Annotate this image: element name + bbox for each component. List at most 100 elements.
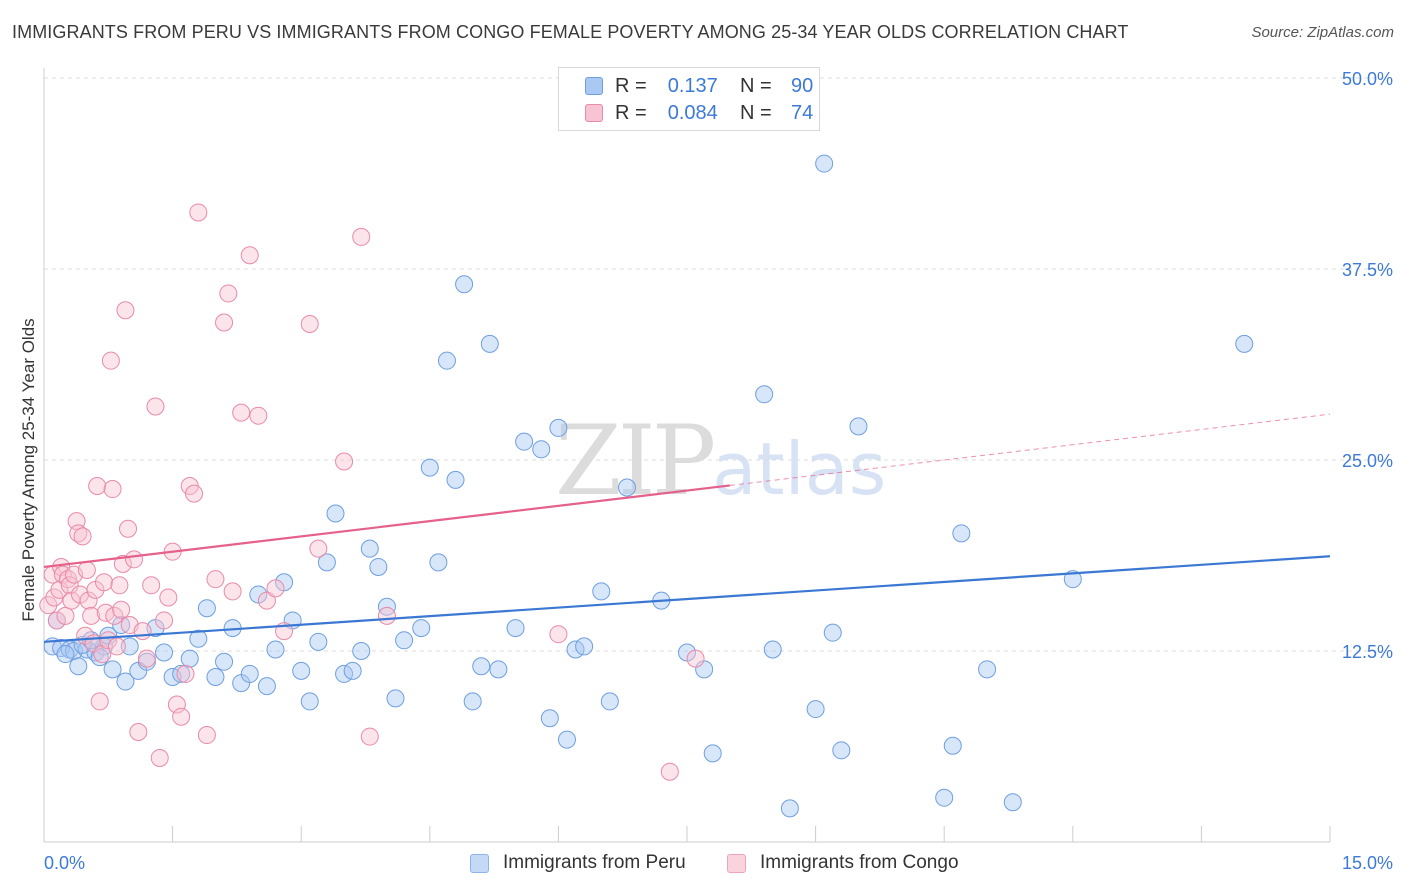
congo-point-7 [56,606,75,625]
congo-point-38 [125,550,144,569]
y-tick-label-0: 12.5% [1342,642,1393,662]
peru-point-25 [240,664,259,683]
congo-point-22 [88,476,107,495]
peru-point-71 [780,799,799,818]
peru-point-56 [532,440,551,459]
peru-point-62 [592,582,611,601]
peru-point-15 [155,643,174,662]
congo-point-34 [113,554,132,573]
congo-point-28 [101,351,120,370]
peru-point-69 [755,385,774,404]
watermark-zip: ZIP [555,405,716,517]
peru-point-88 [90,648,109,667]
congo-point-60 [240,246,259,265]
congo-point-43 [146,397,165,416]
peru-point-10 [116,672,135,691]
congo-point-71 [549,625,568,644]
legend-n-value-peru: 90 [791,74,814,97]
series-label-peru: Immigrants from Peru [503,852,686,873]
congo-point-66 [309,539,328,558]
congo-point-59 [232,403,251,422]
peru-point-8 [103,660,122,679]
y-axis-title: Female Poverty Among 25-34 Year Olds [19,318,38,621]
congo-point-45 [155,611,174,630]
congo-point-18 [79,591,98,610]
congo-point-67 [335,452,354,471]
congo-point-17 [77,561,96,580]
peru-point-76 [849,417,868,436]
peru-point-17 [172,664,191,683]
source-label[interactable]: Source: ZipAtlas.com [1251,24,1394,41]
congo-point-42 [142,576,161,595]
peru-point-18 [180,649,199,668]
legend-swatch-congo [585,104,603,122]
peru-point-61 [575,637,594,656]
congo-point-61 [249,406,268,425]
congo-point-35 [116,301,135,320]
peru-point-20 [197,599,216,618]
congo-point-29 [103,480,122,499]
congo-point-63 [266,579,285,598]
peru-point-79 [952,524,971,543]
congo-point-40 [133,622,152,641]
legend-row-peru: R = 0.137 N = 90 [585,74,813,98]
congo-point-46 [159,588,178,607]
legend-n-label-peru: N = [740,74,772,97]
peru-point-21 [206,667,225,686]
peru-point-54 [506,619,525,638]
congo-trend-line [43,484,730,569]
peru-point-41 [377,597,396,616]
peru-point-68 [703,744,722,763]
peru-point-74 [823,623,842,642]
congo-point-23 [90,692,109,711]
congo-point-19 [82,606,101,625]
congo-point-33 [112,600,131,619]
peru-point-37 [343,661,362,680]
peru-point-42 [386,689,405,708]
peru-point-63 [600,692,619,711]
data-points [39,154,1254,818]
congo-point-9 [60,576,79,595]
peru-point-28 [266,640,285,659]
congo-trend-extension [729,413,1331,486]
peru-point-35 [326,504,345,523]
chart-title: IMMIGRANTS FROM PERU VS IMMIGRANTS FROM … [12,22,1129,42]
peru-point-34 [317,553,336,572]
peru-point-50 [463,692,482,711]
series-legend-congo[interactable]: Immigrants from Congo [727,852,959,874]
series-legend-peru[interactable]: Immigrants from Peru [470,852,686,874]
legend-row-congo: R = 0.084 N = 74 [585,101,813,125]
congo-point-57 [219,284,238,303]
peru-point-33 [309,632,328,651]
x-tick-label-max: 15.0% [1342,853,1393,873]
peru-point-52 [480,334,499,353]
x-tick-label-min: 0.0% [44,853,85,873]
congo-point-56 [215,313,234,332]
legend-n-value-congo: 74 [791,101,814,124]
peru-point-38 [352,642,371,660]
peru-point-64 [617,478,636,497]
congo-point-72 [660,762,679,781]
peru-point-81 [1003,793,1022,812]
congo-point-36 [119,519,138,538]
peru-point-83 [1235,334,1254,353]
peru-point-22 [215,652,234,671]
congo-point-70 [377,606,396,625]
peru-point-57 [540,709,559,728]
tick-labels: 12.5% 25.0% 37.5% 50.0% 0.0% 15.0% Female Pove… [19,69,1393,873]
peru-point-46 [429,553,448,572]
y-tick-label-3: 50.0% [1342,69,1393,89]
peru-point-73 [815,154,834,173]
congo-point-24 [93,645,112,664]
congo-point-54 [197,726,216,745]
series-swatch-congo [727,853,746,873]
peru-point-82 [1063,570,1082,589]
congo-point-3 [47,611,66,630]
peru-point-11 [120,637,139,656]
peru-point-40 [369,557,388,576]
correlation-legend: R = 0.137 N = 90 R = 0.084 N = 74 [558,67,820,131]
series-label-congo: Immigrants from Congo [760,852,959,873]
peru-point-59 [557,730,576,749]
congo-point-41 [137,649,156,668]
